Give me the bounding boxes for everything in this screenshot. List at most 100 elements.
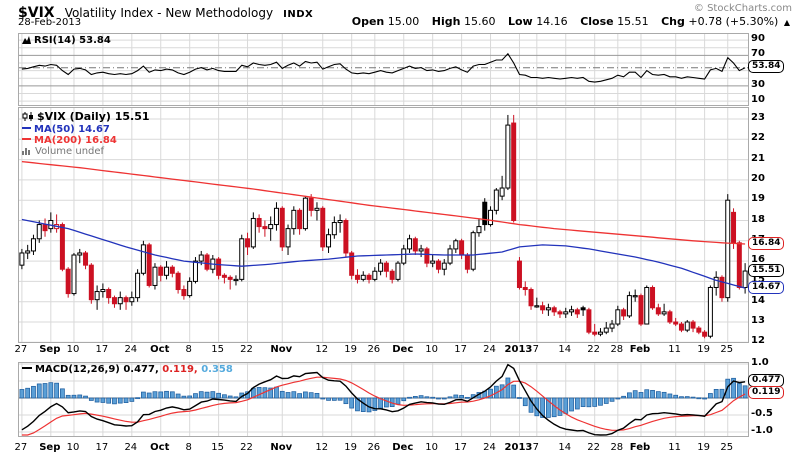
x-tick-label: 14 [558,344,572,355]
x-tick-label: 27 [14,442,28,453]
ma50-legend: MA(50) 14.67 [22,124,110,135]
macd-legend-text: MACD(12,26,9) [35,364,120,375]
y-tick: 14 [751,294,765,306]
y-tick: -0.5 [751,408,773,419]
chart-date: 28-Feb-2013 [18,17,82,28]
x-tick-label: 8 [185,344,192,355]
x-tick-label: 8 [185,442,192,453]
ma200-swatch [22,138,31,140]
x-tick-label: 17 [454,442,467,453]
x-tick-label: 12 [315,344,329,355]
x-tick-label: 24 [483,442,496,453]
x-tick-label: 14 [558,442,572,453]
x-tick-label: 15 [211,344,224,355]
x-tick-label: Oct [150,442,170,453]
last-value-label: 0.119 [748,386,785,400]
ma50-legend-text: MA(50) 14.67 [34,124,110,135]
x-tick-label: 25 [720,442,734,453]
x-axis-macd: 27 Sep 10 17 24 Oct 8 15 22 Nov 12 19 26 Dec 10 17 24 201… [0,442,800,455]
y-tick: 23 [751,112,765,123]
macd-hist-value: 0.358 [201,364,233,375]
last-value-label: 0.477 [748,374,785,388]
x-tick-label: 15 [211,442,224,453]
y-tick: 19 [751,193,765,205]
symbol: $VIX [18,5,55,21]
x-tick-label: 28 [610,442,624,453]
x-tick-label: 17 [454,344,467,355]
x-tick-label: 26 [367,442,381,453]
x-tick-label: Oct [150,344,170,355]
x-tick-label: 17 [95,344,109,355]
ma50-swatch [22,127,31,129]
x-tick-label: 11 [668,344,682,355]
open-label: Open [351,15,385,28]
price-panel [18,107,749,343]
x-tick-label: 12 [315,442,329,453]
y-tick: 70 [751,48,765,60]
x-tick-label: 19 [697,344,710,355]
last-value-label: 16.84 [748,236,785,250]
low-label: Low [507,15,533,28]
x-tick-label: 19 [697,442,710,453]
x-tick-label: 10 [66,344,80,355]
x-tick-label: Dec [392,442,414,453]
y-tick: 90 [751,33,765,45]
ma200-legend-text: MA(200) 16.84 [34,135,117,146]
exchange-label: INDX [283,9,314,20]
macd-signal-value: 0.119, [162,364,198,375]
x-tick-label: 10 [425,344,439,355]
x-tick-label: 22 [587,442,601,453]
ma200-legend: MA(200) 16.84 [22,135,117,146]
volume-legend-text: Volume undef [35,146,105,157]
volume-legend: Volume undef [22,146,104,158]
x-tick-label: Sep [39,344,61,355]
candlestick-icon [22,111,34,124]
macd-swatch [22,367,32,369]
x-tick-label: 10 [66,442,80,453]
macd-legend: MACD(12,26,9) 0.477, 0.119, 0.358 [22,364,233,375]
y-tick: 30 [751,78,765,90]
up-arrow-icon: ▲ [783,18,790,27]
macd-plot [19,363,748,436]
price-legend: $VIX (Daily) 15.51 [22,110,150,124]
rsi-legend: RSI(14) 53.84 [22,35,111,47]
chart-header: $VIX Volatility Index - New Methodology … [18,2,782,21]
copyright-credit: © StockCharts.com [693,3,792,14]
y-tick: 22 [751,132,765,144]
y-tick: 18 [751,213,765,225]
x-tick-label: 27 [14,344,28,355]
x-tick-label: 24 [124,344,138,355]
x-tick-label: 11 [668,442,682,453]
x-tick-label: Dec [392,344,414,355]
x-tick-label: 22 [240,344,253,355]
x-tick-label: 2013 [504,442,533,453]
x-tick-label: Sep [39,442,61,453]
x-tick-label: 19 [344,442,358,453]
x-tick-label: 28 [610,344,624,355]
last-value-label: 53.84 [748,60,785,74]
rsi-panel [18,33,749,106]
symbol-title: Volatility Index - New Methodology [64,6,274,20]
x-axis-main: 27 Sep 10 17 24 Oct 8 15 22 Nov 12 19 26 Dec 10 17 24 201… [0,344,800,357]
close-label: Close [580,15,614,28]
y-tick: -1.0 [751,425,773,436]
low-value: 14.16 [536,15,568,28]
x-tick-label: Nov [270,344,293,355]
y-tick: 13 [751,315,765,326]
macd-panel [18,362,749,437]
open-value: 15.00 [387,15,420,28]
last-value-label: 15.51 [748,263,785,277]
price-legend-text: $VIX (Daily) 15.51 [37,110,150,123]
y-tick: 21 [751,152,765,164]
x-tick-label: 25 [720,344,734,355]
x-tick-label: 19 [344,344,358,355]
y-tick: 12 [751,335,765,347]
price-plot [19,108,748,342]
x-tick-label: 7 [532,344,539,355]
y-tick: 16 [751,254,765,266]
y-tick: 1.0 [751,357,769,368]
x-tick-label: 10 [425,442,439,453]
x-tick-label: 24 [124,442,138,453]
x-tick-label: 22 [240,442,253,453]
indicator-icon [22,36,31,47]
